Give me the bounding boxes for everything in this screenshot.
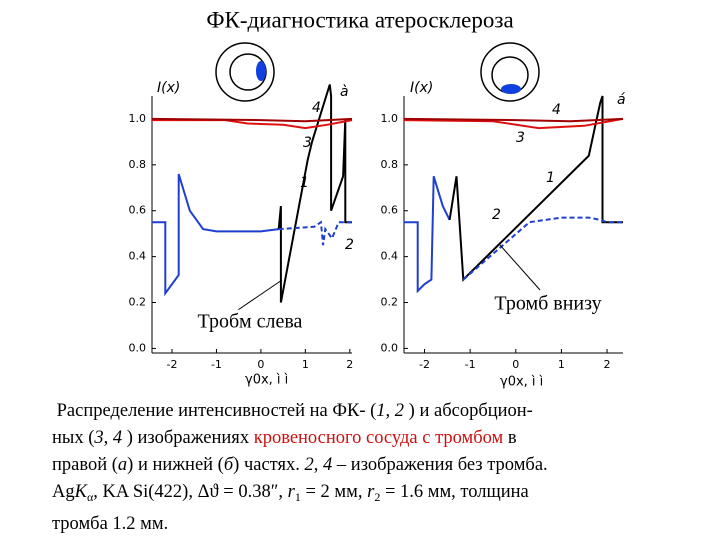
caption-text: – изображения без тромба. (332, 455, 548, 475)
y-tick-label: 0.8 (381, 158, 399, 171)
x-tick-label: 0 (512, 358, 519, 371)
x-tick-label: -1 (465, 358, 476, 371)
x-tick-label: 2 (604, 358, 611, 371)
y-tick-label: 0.2 (381, 296, 399, 309)
y-tick-label: 0.0 (381, 341, 399, 354)
y-tick-label: 1.0 (129, 112, 147, 125)
y-tick-label: 0.4 (129, 250, 147, 263)
caption-text: а (117, 455, 128, 475)
corner-label: à (340, 84, 349, 100)
line-series (152, 173, 279, 297)
series-label: 2 (492, 207, 501, 223)
series-label: 1 (300, 175, 309, 191)
caption-text: = 2 мм, (300, 482, 368, 502)
x-tick-label: 2 (346, 358, 353, 371)
caption-text: 3 (94, 428, 104, 448)
caption-text: 4 (112, 428, 123, 448)
caption-text: Ag (52, 482, 75, 502)
caption-text: ) и нижней ( (127, 455, 224, 475)
y-tick-label: 0.8 (129, 158, 147, 171)
caption: Распределение интенсивностей на ФК- (1, … (52, 398, 692, 538)
x-tick-label: 0 (257, 358, 264, 371)
line-series (404, 176, 451, 294)
line-series (448, 95, 623, 282)
caption-text: 1 (294, 490, 301, 504)
annotation: Тромб внизу (494, 293, 601, 315)
line-series (151, 117, 353, 123)
caption-text: ) и абсорбцион- (404, 401, 533, 421)
caption-text: 4 (323, 455, 333, 475)
series-label: 3 (303, 135, 312, 151)
caption-text: правой ( (52, 455, 118, 475)
x-tick-label: -2 (419, 358, 430, 371)
x-tick-label: 1 (302, 358, 309, 371)
caption-text: , (385, 401, 395, 421)
line-series (403, 117, 624, 123)
caption-text: = 0.38″, (218, 482, 288, 502)
caption-text: α (86, 490, 94, 504)
caption-text: = 1.6 мм, толщина (380, 482, 529, 502)
series-label: 4 (312, 100, 321, 116)
title: ФК-диагностика атеросклероза (206, 7, 513, 32)
line-series (278, 220, 352, 246)
caption-text: Δϑ (197, 482, 219, 502)
caption-text: 2 (304, 455, 314, 475)
caption-text: r (287, 482, 295, 502)
line-series (462, 216, 623, 281)
line-series (277, 84, 352, 303)
caption-text: , (313, 455, 324, 475)
y-axis-label: I(x) (410, 80, 433, 96)
caption-text: 2 (374, 490, 381, 504)
x-tick-label: -2 (167, 358, 178, 371)
annotation-arrow (499, 244, 541, 291)
y-axis-label: I(x) (157, 80, 180, 96)
series-label: 1 (546, 170, 555, 186)
caption-text: ных ( (52, 428, 95, 448)
caption-text: , (103, 428, 113, 448)
y-tick-label: 0.0 (129, 341, 147, 354)
y-tick-label: 0.2 (129, 296, 147, 309)
caption-text: в (503, 428, 517, 448)
x-tick-label: -1 (211, 358, 222, 371)
annotation-arrow (234, 279, 283, 313)
y-tick-label: 1.0 (381, 112, 399, 125)
caption-text: 2 (394, 401, 405, 421)
annotation: Тробм слева (198, 311, 303, 333)
caption-text: ) изображениях (122, 428, 254, 448)
caption-text: кровеносного сосуда с тромбом (253, 428, 504, 448)
y-tick-label: 0.4 (381, 250, 399, 263)
caption-text: 1 (376, 401, 386, 421)
caption-text: б (223, 455, 234, 475)
x-axis-label: γ0x, ì ì (245, 373, 288, 388)
caption-text: , KA Si(422), (93, 482, 198, 502)
series-label: 3 (516, 130, 525, 146)
series-label: 4 (552, 102, 561, 118)
caption-text: K (74, 482, 87, 502)
charts: ФК-диагностика атеросклероза 0.0 0.2 0.4 0.… (129, 7, 626, 390)
caption-text: ) частях. (233, 455, 305, 475)
y-tick-label: 0.6 (129, 204, 147, 217)
series-label: 2 (345, 237, 354, 253)
icon (215, 42, 540, 102)
caption-text: r (367, 482, 375, 502)
x-tick-label: 1 (558, 358, 565, 371)
corner-label: á (617, 92, 626, 108)
x-axis-label: γ0x, ì ì (500, 375, 543, 390)
line-series (403, 117, 624, 130)
caption-text: тромба 1.2 мм. (52, 514, 169, 534)
caption-text: Распределение интенсивностей на ФК- ( (56, 401, 377, 421)
y-tick-label: 0.6 (381, 204, 399, 217)
